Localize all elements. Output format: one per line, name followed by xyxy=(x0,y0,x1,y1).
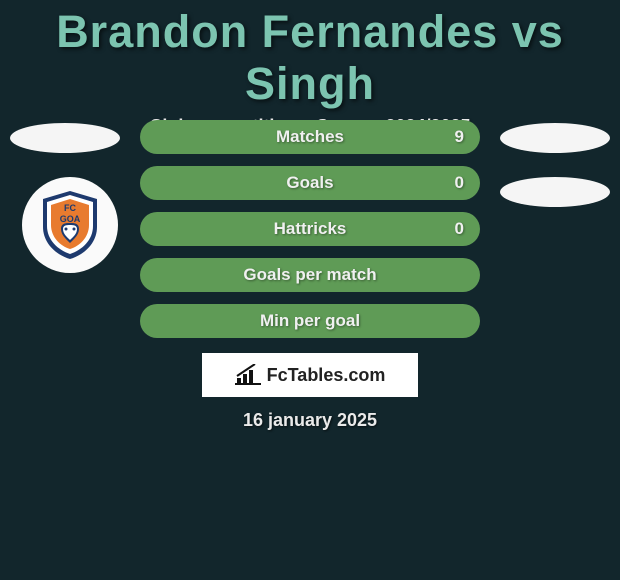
stat-value: 9 xyxy=(455,127,464,147)
stat-label: Goals xyxy=(286,173,333,193)
stat-value: 0 xyxy=(455,173,464,193)
stat-label: Min per goal xyxy=(260,311,360,331)
stat-label: Goals per match xyxy=(243,265,376,285)
stat-bar-matches: Matches 9 xyxy=(140,120,480,154)
stat-bar-goals: Goals 0 xyxy=(140,166,480,200)
player-avatar-placeholder-left xyxy=(10,123,120,153)
stats-bars: Matches 9 Goals 0 Hattricks 0 Goals per … xyxy=(140,120,480,350)
club-badge-fc-goa: FC GOA xyxy=(22,177,118,273)
bar-chart-icon xyxy=(235,364,261,386)
stat-bar-hattricks: Hattricks 0 xyxy=(140,212,480,246)
stat-label: Matches xyxy=(276,127,344,147)
shield-icon: FC GOA xyxy=(39,189,101,261)
stat-label: Hattricks xyxy=(274,219,347,239)
page-title: Brandon Fernandes vs Singh xyxy=(0,0,620,110)
stat-bar-goals-per-match: Goals per match xyxy=(140,258,480,292)
player-avatar-placeholder-right-1 xyxy=(500,123,610,153)
brand-text: FcTables.com xyxy=(267,365,386,386)
comparison-infographic: Brandon Fernandes vs Singh Club competit… xyxy=(0,0,620,580)
snapshot-date: 16 january 2025 xyxy=(0,410,620,431)
stat-bar-min-per-goal: Min per goal xyxy=(140,304,480,338)
svg-text:GOA: GOA xyxy=(60,214,81,224)
stat-value: 0 xyxy=(455,219,464,239)
brand-attribution: FcTables.com xyxy=(202,353,418,397)
svg-text:FC: FC xyxy=(64,203,76,213)
player-avatar-placeholder-right-2 xyxy=(500,177,610,207)
